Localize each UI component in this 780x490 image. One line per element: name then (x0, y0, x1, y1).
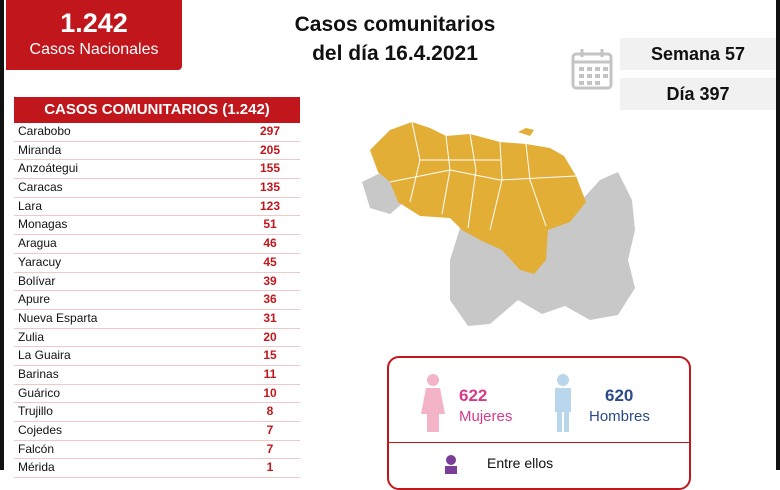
women-label: Mujeres (459, 408, 513, 425)
state-cases: 7 (266, 441, 274, 456)
state-cases: 297 (259, 124, 281, 138)
table-row: Lara 123 (14, 198, 300, 217)
state-name: Barinas (18, 366, 59, 381)
state-name: Aragua (18, 236, 57, 251)
state-name: Cojedes (18, 423, 63, 437)
state-name: Anzoátegui (18, 161, 79, 176)
state-name: Bolívar (18, 273, 56, 288)
calendar-icon (571, 49, 613, 90)
state-name: Falcón (18, 441, 55, 456)
table-row: Falcón 7 (14, 441, 300, 460)
state-name: Miranda (18, 142, 62, 157)
table-row: Miranda 205 (14, 142, 300, 161)
state-name: Caracas (18, 180, 63, 195)
table-row: Apure 36 (14, 291, 300, 310)
national-cases-box: 1.242 Casos Nacionales (6, 0, 182, 70)
table-row: Guárico 10 (14, 385, 300, 404)
community-cases-table: CASOS COMUNITARIOS (1.242) Carabobo 297 Mi… (14, 97, 300, 479)
men-count: 620 (605, 386, 634, 405)
state-name: La Guaira (18, 348, 71, 363)
state-cases: 15 (263, 348, 277, 363)
table-row: Cojedes 7 (14, 422, 300, 441)
state-borders (389, 121, 577, 231)
state-cases: 20 (263, 329, 277, 344)
state-name: Carabobo (18, 124, 71, 138)
table-row: La Guaira 15 (14, 347, 300, 366)
title-line-1: Casos comunitarios (294, 13, 496, 36)
woman-icon (421, 374, 445, 432)
national-cases-label: Casos Nacionales (29, 41, 159, 58)
men-label: Hombres (589, 408, 650, 425)
women-count: 622 (459, 386, 488, 405)
venezuela-map (362, 121, 635, 326)
day-box: Día 397 (620, 78, 776, 110)
state-cases: 39 (263, 273, 277, 288)
state-cases: 155 (259, 161, 281, 176)
state-cases: 45 (263, 254, 277, 269)
state-name: Yaracuy (18, 254, 62, 269)
state-cases: 51 (263, 217, 277, 232)
state-cases: 8 (266, 404, 274, 419)
state-cases: 7 (266, 423, 274, 437)
table-row: Zulia 20 (14, 329, 300, 348)
among-label: Entre ellos (487, 455, 554, 471)
table-row: Trujillo 8 (14, 403, 300, 422)
table-row: Monagas 51 (14, 216, 300, 236)
state-name: Monagas (18, 217, 68, 232)
state-cases: 31 (263, 310, 277, 325)
page-title: Casos comunitarios del día 16.4.2021 (270, 10, 520, 68)
state-cases: 10 (263, 385, 277, 400)
state-name: Guárico (18, 385, 61, 400)
state-name: Zulia (18, 329, 45, 344)
state-name: Nueva Esparta (18, 310, 98, 325)
state-name: Lara (18, 198, 43, 213)
table-row: Nueva Esparta 31 (14, 310, 300, 329)
table-row: Carabobo 297 (14, 123, 300, 142)
state-cases: 205 (259, 142, 281, 157)
table-title: CASOS COMUNITARIOS (1.242) (14, 97, 300, 123)
table-row: Aragua 46 (14, 235, 300, 254)
state-name: Trujillo (18, 404, 53, 419)
table-row: Anzoátegui 155 (14, 160, 300, 180)
state-name: Apure (18, 292, 51, 307)
state-cases: 1 (266, 460, 274, 475)
table-row: Caracas 135 (14, 179, 300, 198)
week-box: Semana 57 (620, 38, 776, 70)
right-border (776, 0, 780, 470)
state-cases: 36 (263, 292, 277, 307)
table-row: Yaracuy 45 (14, 254, 300, 273)
man-icon (555, 374, 571, 432)
table-row: Barinas 11 (14, 366, 300, 385)
map-island (518, 128, 534, 136)
national-cases-count: 1.242 (60, 8, 128, 38)
card-divider (389, 442, 689, 443)
left-border (0, 0, 4, 470)
title-line-2: del día 16.4.2021 (312, 42, 478, 65)
state-cases: 123 (259, 198, 281, 213)
person-icon (445, 455, 457, 474)
state-name: Mérida (18, 460, 55, 475)
state-cases: 11 (263, 366, 277, 381)
table-row: Mérida 1 (14, 459, 300, 479)
table-row: Bolívar 39 (14, 273, 300, 292)
state-cases: 135 (259, 180, 281, 195)
state-cases: 46 (263, 236, 277, 251)
